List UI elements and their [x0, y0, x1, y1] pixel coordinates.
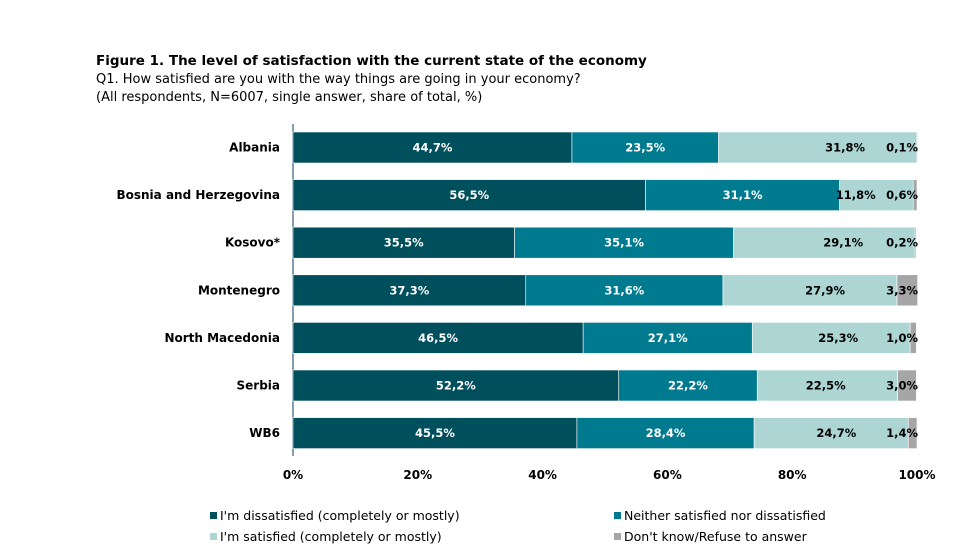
data-label: 27,1%	[648, 331, 688, 345]
legend-label: Don't know/Refuse to answer	[624, 529, 807, 544]
legend-label: I'm satisfied (completely or mostly)	[220, 529, 442, 544]
bar-segment	[907, 417, 918, 449]
legend-item-neither: Neither satisfied nor dissatisfied	[614, 508, 826, 523]
data-label: 1,0%	[886, 331, 918, 345]
bar-segment	[525, 274, 724, 307]
bar-segment	[909, 322, 917, 354]
bar-segment	[292, 417, 578, 449]
bar-segment	[733, 226, 916, 259]
data-label: 0,2%	[886, 236, 918, 250]
category-label: Montenegro	[198, 283, 280, 297]
x-tick-label: 40%	[528, 468, 557, 482]
bar-segment	[916, 131, 918, 164]
data-label: 29,1%	[823, 236, 863, 250]
category-label: Bosnia and Herzegovina	[116, 188, 280, 202]
bar-segment	[751, 322, 911, 354]
category-label: Albania	[229, 141, 280, 155]
bar-segment	[839, 179, 914, 211]
data-label: 24,7%	[816, 426, 856, 440]
data-label: 31,1%	[723, 188, 763, 202]
legend-item-satisfied: I'm satisfied (completely or mostly)	[210, 529, 442, 544]
bar-segment	[914, 226, 917, 259]
legend-swatch	[210, 512, 217, 519]
legend-item-dont-know: Don't know/Refuse to answer	[614, 529, 807, 544]
chart-subtitle: Q1. How satisfied are you with the way t…	[96, 72, 581, 87]
data-label: 45,5%	[415, 426, 455, 440]
x-tick-label: 20%	[403, 468, 432, 482]
data-label: 52,2%	[436, 379, 476, 393]
bar-segment	[292, 179, 646, 211]
bar-segment	[753, 417, 909, 449]
data-label: 3,0%	[886, 379, 918, 393]
data-label: 25,3%	[818, 331, 858, 345]
legend-label: I'm dissatisfied (completely or mostly)	[220, 508, 460, 523]
data-label: 0,1%	[886, 141, 918, 155]
bar-segment	[618, 369, 758, 402]
category-label: Kosovo*	[225, 236, 281, 250]
data-label: 35,5%	[384, 236, 424, 250]
data-label: 0,6%	[886, 188, 918, 202]
bar-segment	[896, 274, 918, 307]
chart-note: (All respondents, N=6007, single answer,…	[96, 90, 483, 105]
x-tick-label: 80%	[778, 468, 807, 482]
chart-title: Figure 1. The level of satisfaction with…	[96, 53, 647, 69]
category-label: Serbia	[237, 379, 281, 393]
bar-segment	[292, 322, 584, 354]
bar-segment	[756, 369, 898, 402]
category-label: North Macedonia	[164, 331, 280, 345]
data-label: 11,8%	[836, 188, 876, 202]
legend-swatch	[614, 512, 621, 519]
bar-segment	[292, 274, 527, 307]
legend-label: Neither satisfied nor dissatisfied	[624, 508, 826, 523]
bar-segment	[582, 322, 753, 354]
bar-segment	[292, 369, 620, 402]
legend-swatch	[614, 533, 621, 540]
data-label: 27,9%	[805, 283, 845, 297]
data-label: 3,3%	[886, 283, 918, 297]
data-label: 28,4%	[646, 426, 686, 440]
data-label: 46,5%	[418, 331, 458, 345]
x-tick-label: 60%	[653, 468, 682, 482]
data-label: 31,6%	[604, 283, 644, 297]
bar-segment	[912, 179, 918, 211]
data-label: 56,5%	[449, 188, 489, 202]
legend-item-dissatisfied: I'm dissatisfied (completely or mostly)	[210, 508, 460, 523]
data-label: 23,5%	[625, 141, 665, 155]
data-label: 37,3%	[389, 283, 429, 297]
bar-segment	[514, 226, 734, 259]
x-tick-label: 100%	[898, 468, 935, 482]
data-label: 22,2%	[668, 379, 708, 393]
data-label: 31,8%	[825, 141, 865, 155]
data-label: 35,1%	[604, 236, 644, 250]
x-tick-label: 0%	[283, 468, 303, 482]
bar-segment	[292, 131, 573, 164]
data-label: 1,4%	[886, 426, 918, 440]
bar-segment	[897, 369, 917, 402]
legend-swatch	[210, 533, 217, 540]
bar-segment	[645, 179, 840, 211]
bar-segment	[722, 274, 898, 307]
data-label: 44,7%	[413, 141, 453, 155]
data-label: 22,5%	[806, 379, 846, 393]
category-label: WB6	[249, 426, 280, 440]
